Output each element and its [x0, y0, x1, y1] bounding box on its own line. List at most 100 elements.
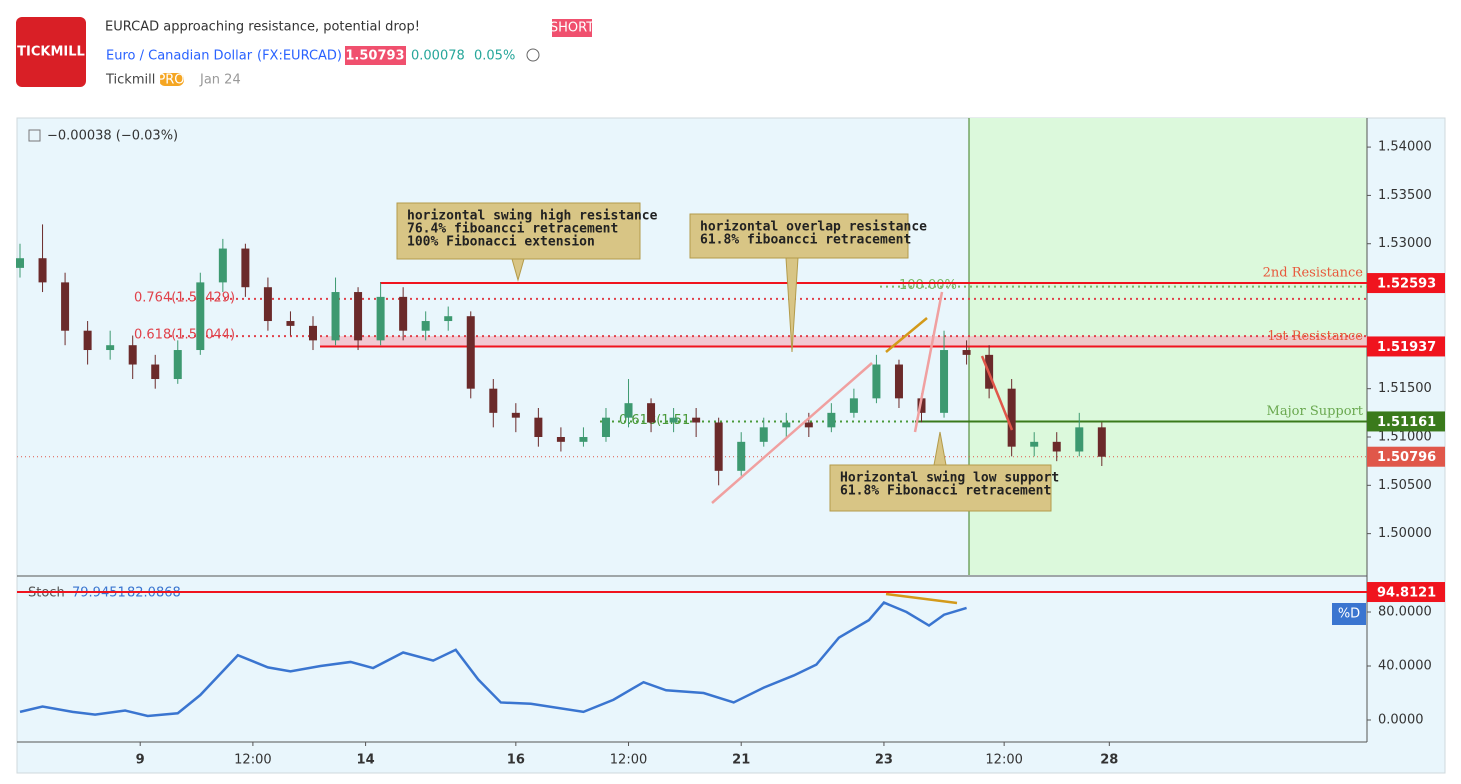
candle-body: [692, 417, 701, 423]
trend-line: [885, 317, 928, 353]
candle-body: [872, 364, 881, 399]
candle-body: [511, 412, 520, 418]
candle-body: [399, 296, 408, 331]
callout: [829, 431, 1052, 512]
fib-label: 0.764(1.52429): [134, 290, 235, 305]
candle-body: [16, 258, 25, 268]
candle-body: [106, 345, 115, 351]
candle-body: [624, 403, 633, 418]
candle-body: [61, 282, 70, 331]
callout-text: 100% Fibonacci extension: [407, 235, 595, 250]
drawings: [711, 291, 1014, 605]
logo: [16, 17, 86, 87]
change-pct: 0.05%: [474, 49, 515, 64]
candle-body: [218, 248, 227, 283]
callout-text: 76.4% fiboancci retracement: [407, 222, 618, 237]
callout: [396, 202, 641, 282]
badge: [552, 19, 592, 37]
candle-body: [849, 398, 858, 413]
series-tag: [1332, 603, 1366, 625]
candle-body: [714, 422, 723, 471]
price-tag-text: 1.51161: [1377, 415, 1436, 430]
candle-body: [940, 350, 949, 413]
candle-body: [827, 412, 836, 428]
candle-body: [196, 282, 205, 351]
candle-body: [421, 321, 430, 331]
y-tick-label: 1.50500: [1378, 478, 1432, 493]
y-tick-label: 1.51000: [1378, 430, 1432, 445]
fib-label: 100.00%: [899, 278, 957, 293]
candle-body: [489, 388, 498, 413]
callout-text: horizontal overlap resistance: [700, 220, 927, 235]
symbol[interactable]: (FX:EURCAD): [257, 49, 342, 64]
x-tick-label: 12:00: [985, 753, 1022, 768]
x-tick-label: 23: [875, 753, 893, 768]
x-tick-label: 9: [136, 753, 145, 768]
resistance-zone: [320, 336, 1367, 347]
x-tick-label: 21: [732, 753, 750, 768]
collapse-icon[interactable]: [28, 129, 41, 142]
callout-text: 61.8% Fibonacci retracement: [840, 484, 1051, 499]
candle-body: [759, 427, 768, 442]
badge-text: SHORT: [550, 21, 594, 36]
divergence-line: [885, 592, 958, 605]
y-tick-label: 40.0000: [1378, 659, 1432, 674]
price-tag-text: 1.52593: [1377, 277, 1436, 292]
candle-body: [1097, 427, 1106, 457]
callout: [689, 213, 909, 353]
candle-body: [331, 292, 340, 341]
series-tag-text: %D: [1338, 607, 1360, 622]
candle-body: [917, 398, 926, 413]
candle-body: [151, 364, 160, 380]
price-tag: [1367, 582, 1445, 603]
candle-body: [647, 403, 656, 423]
candle-body: [128, 345, 137, 365]
pro-badge: [159, 73, 184, 86]
price-tag: [1367, 336, 1445, 357]
candle-body: [241, 248, 250, 288]
candle-body: [83, 330, 92, 351]
candle-body: [894, 364, 903, 399]
legend-text: −0.00038 (−0.03%): [47, 129, 178, 144]
price-tag: [1367, 273, 1445, 294]
author[interactable]: Tickmill: [105, 73, 155, 88]
candle-body: [601, 417, 610, 438]
candle-body: [782, 422, 791, 428]
y-tick-label: 80.0000: [1378, 605, 1432, 620]
alert-icon[interactable]: [526, 48, 540, 62]
candle-body: [804, 422, 813, 428]
logo-text: TICKMILL: [17, 45, 85, 60]
x-tick-label: 16: [507, 753, 525, 768]
y-tick-label: 1.53000: [1378, 236, 1432, 251]
candle-body: [376, 296, 385, 341]
candle-body: [1052, 441, 1061, 452]
candle-body: [354, 292, 363, 341]
candle-body: [534, 417, 543, 438]
price-tag-text: 1.51937: [1377, 340, 1436, 355]
price-tag-text: 1.50796: [1377, 450, 1436, 465]
price: 1.50793: [345, 49, 404, 64]
fib-label: 0.618(1.52044): [134, 328, 235, 343]
y-tick-label: 0.0000: [1378, 712, 1424, 727]
candle-body: [556, 437, 565, 442]
level-label: 2nd Resistance: [1263, 266, 1364, 281]
candle-body: [286, 321, 295, 326]
candle-body: [737, 441, 746, 471]
x-tick-label: 12:00: [610, 753, 647, 768]
price-tag: [1367, 411, 1445, 432]
candle-body: [579, 437, 588, 442]
symbol-name[interactable]: Euro / Canadian Dollar: [106, 49, 253, 64]
x-tick-label: 28: [1100, 753, 1118, 768]
idea-title[interactable]: EURCAD approaching resistance, potential…: [105, 20, 420, 35]
y-tick-label: 1.51500: [1378, 381, 1432, 396]
price-tag-text: 94.8121: [1377, 586, 1436, 601]
price-box: [345, 46, 406, 65]
candle-body: [1007, 388, 1016, 447]
candle-body: [1030, 441, 1039, 447]
trend-arrow: [913, 291, 944, 433]
price-tag: [1367, 446, 1445, 467]
candle-body: [263, 287, 272, 322]
candle-body: [308, 325, 317, 341]
date: Jan 24: [199, 73, 241, 88]
